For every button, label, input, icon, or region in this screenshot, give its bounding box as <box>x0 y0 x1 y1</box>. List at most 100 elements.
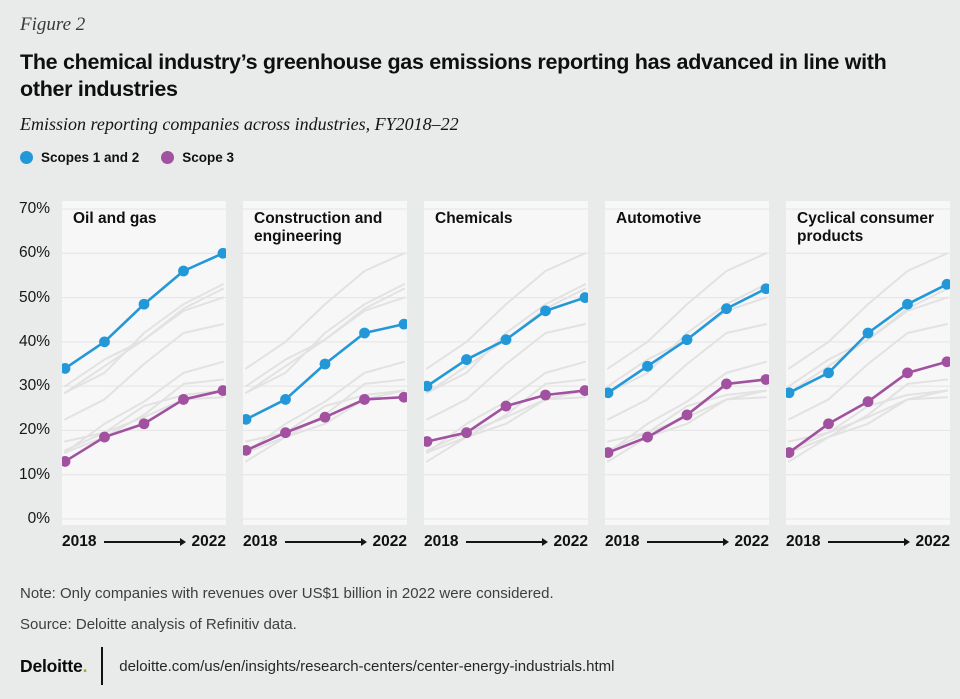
data-point <box>461 354 472 365</box>
ghost-line <box>788 378 948 454</box>
y-axis-tick-label: 30% <box>18 377 50 395</box>
data-point <box>217 385 226 396</box>
y-axis-tick-label: 0% <box>27 510 50 527</box>
data-point <box>178 394 189 405</box>
x-axis-start-label: 2018 <box>786 533 821 550</box>
ghost-line <box>607 389 767 463</box>
footer-url: deloitte.com/us/en/insights/research-cen… <box>119 657 615 675</box>
footer: Deloitte. deloitte.com/us/en/insights/re… <box>20 647 950 685</box>
x-axis-start-label: 2018 <box>62 533 97 550</box>
figure-subtitle: Emission reporting companies across indu… <box>20 114 459 134</box>
data-point <box>579 385 588 396</box>
data-point <box>579 292 588 303</box>
ghost-line <box>426 378 586 454</box>
line-chart <box>62 201 226 525</box>
x-axis-end-label: 2022 <box>372 533 407 550</box>
x-axis-row: 2018 2022 <box>605 532 769 552</box>
ghost-line <box>245 360 405 454</box>
data-point <box>540 389 551 401</box>
line-chart <box>243 201 407 525</box>
legend-label: Scope 3 <box>182 150 235 165</box>
y-axis-tick-label: 10% <box>18 465 50 483</box>
ghost-line <box>64 378 224 454</box>
legend-dot-icon <box>161 151 175 164</box>
data-point <box>902 367 913 379</box>
ghost-line <box>245 252 405 370</box>
footer-divider <box>101 647 104 685</box>
y-axis-tick-label: 50% <box>18 288 50 306</box>
data-point <box>138 418 150 430</box>
data-point <box>760 374 769 385</box>
ghost-line <box>245 389 405 463</box>
data-point <box>721 303 732 315</box>
ghost-line <box>64 283 224 394</box>
ghost-line <box>245 389 405 443</box>
data-point <box>280 394 291 405</box>
chart-panel: Automotive <box>605 201 769 525</box>
ghost-line <box>245 287 405 394</box>
chart-panel-column: Oil and gas 2018 2022 <box>62 201 226 552</box>
x-axis-arrow-icon <box>647 538 729 546</box>
x-axis-row: 2018 2022 <box>424 532 588 552</box>
chart-panel: Oil and gas <box>62 201 226 525</box>
data-point <box>319 411 331 423</box>
data-point <box>862 327 874 339</box>
data-point <box>681 334 693 346</box>
data-point <box>138 298 150 310</box>
y-axis-tick-label: 60% <box>18 244 50 262</box>
page-title: The chemical industry’s greenhouse gas e… <box>20 50 887 101</box>
source-text: Source: Deloitte analysis of Refinitiv d… <box>20 616 297 633</box>
x-axis-row: 2018 2022 <box>62 532 226 552</box>
chart-panel: Cyclical consumer products <box>786 201 950 525</box>
legend-dot-icon <box>20 151 33 164</box>
data-point <box>243 413 252 425</box>
ghost-line <box>788 396 948 452</box>
data-point <box>500 334 512 346</box>
ghost-line <box>426 389 586 463</box>
data-point <box>902 298 913 310</box>
chart-panel-column: Automotive 2018 2022 <box>605 201 769 552</box>
line-chart <box>786 201 950 525</box>
x-axis-row: 2018 2022 <box>786 532 950 552</box>
ghost-line <box>607 360 767 454</box>
chart-panel: Chemicals <box>424 201 588 525</box>
ghost-line <box>64 323 224 421</box>
data-point <box>62 363 71 374</box>
chart-panel-column: Cyclical consumer products 2018 2022 <box>786 201 950 552</box>
legend-item-0: Scopes 1 and 2 <box>20 150 139 165</box>
ghost-line <box>788 287 948 394</box>
note-text: Note: Only companies with revenues over … <box>20 585 554 602</box>
x-axis-end-label: 2022 <box>734 533 769 550</box>
ghost-line <box>426 396 586 452</box>
ghost-line <box>607 389 767 443</box>
panel-title: Oil and gas <box>73 210 157 227</box>
data-point <box>823 418 834 430</box>
ghost-line <box>426 323 586 421</box>
ghost-line <box>64 360 224 454</box>
ghost-line <box>426 283 586 394</box>
ghost-line <box>64 389 224 443</box>
data-point <box>642 360 653 372</box>
panel-title: Chemicals <box>435 210 513 227</box>
data-point <box>862 396 874 408</box>
ghost-line <box>788 252 948 370</box>
data-point <box>319 358 331 370</box>
data-point <box>500 400 512 412</box>
data-point <box>941 356 950 368</box>
data-point <box>642 431 653 443</box>
x-axis-start-label: 2018 <box>605 533 640 550</box>
data-point <box>398 318 407 330</box>
data-point <box>243 444 252 456</box>
panel-title: Cyclical consumer products <box>797 210 934 245</box>
deloitte-logo: Deloitte. <box>20 655 88 676</box>
data-point <box>359 394 370 405</box>
ghost-line <box>788 389 948 463</box>
ghost-line <box>607 252 767 370</box>
panel-title: Automotive <box>616 210 702 227</box>
data-point <box>280 427 291 439</box>
logo-green-dot: . <box>82 655 88 676</box>
data-point <box>941 278 950 290</box>
y-axis-tick-label: 40% <box>18 332 50 350</box>
data-point <box>605 447 614 458</box>
